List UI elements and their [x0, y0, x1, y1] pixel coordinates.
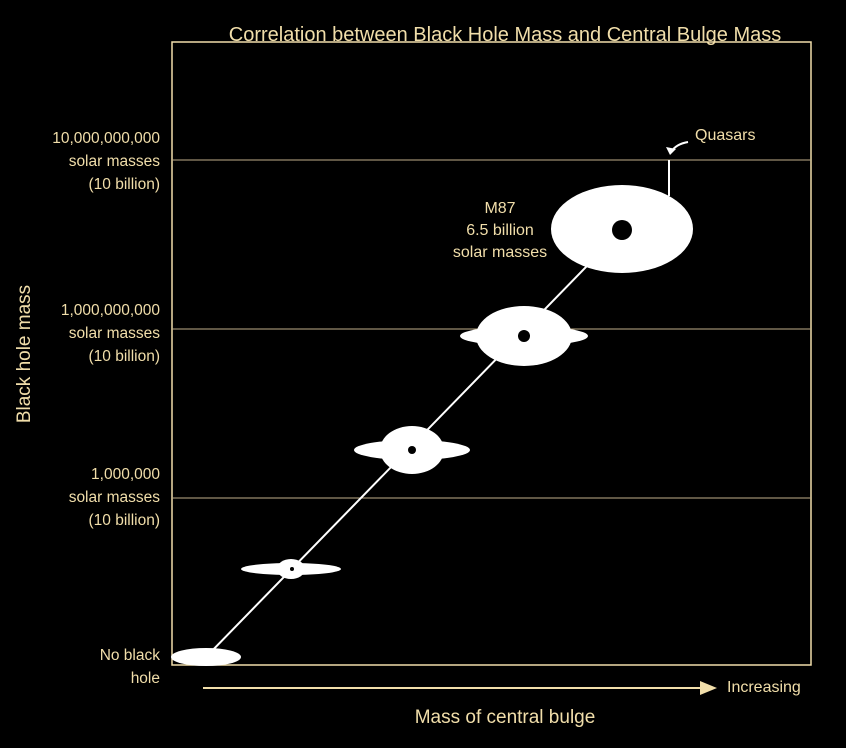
y-tick-unit: solar masses	[68, 325, 160, 342]
y-tick-value: 10,000,000,000	[52, 130, 160, 147]
y-tick-value: No black	[99, 647, 160, 664]
m87-label: M87 6.5 billion solar masses	[430, 198, 570, 264]
y-tick-unit: solar masses	[68, 153, 160, 170]
y-tick-note: (10 billion)	[88, 176, 160, 193]
m87-mass: 6.5 billion	[466, 222, 534, 239]
m87-unit: solar masses	[452, 244, 548, 261]
galaxy-no-black-hole	[171, 648, 241, 666]
galaxy-medium	[354, 426, 470, 474]
x-axis-label: Mass of central bulge	[414, 707, 596, 728]
y-tick-note: (10 billion)	[88, 512, 160, 529]
y-axis-label: Black hole mass	[14, 284, 35, 424]
galaxy-large	[460, 306, 588, 366]
quasars-label: Quasars	[695, 127, 756, 144]
y-tick-value: 1,000,000	[91, 466, 160, 483]
galaxy-m87	[551, 185, 693, 273]
y-tick-1-million: 1,000,000 solar masses (10 billion)	[69, 463, 160, 532]
chart-title: Correlation between Black Hole Mass and …	[228, 24, 782, 46]
x-axis-direction-label: Increasing	[727, 679, 801, 696]
y-tick-unit: hole	[130, 670, 160, 687]
x-axis-arrowhead-icon	[700, 681, 717, 695]
y-tick-1-billion: 1,000,000,000 solar masses (10 billion)	[61, 299, 160, 368]
quasar-arrowhead-icon	[666, 147, 676, 155]
y-tick-unit: solar masses	[68, 489, 160, 506]
y-tick-no-black-hole: No black hole	[100, 644, 160, 690]
y-tick-note: (10 billion)	[88, 348, 160, 365]
black-hole-dot	[290, 567, 294, 571]
galaxy-small	[241, 559, 341, 579]
y-tick-value: 1,000,000,000	[60, 302, 160, 319]
black-hole-dot	[612, 220, 632, 240]
black-hole-dot	[408, 446, 416, 454]
black-hole-dot	[518, 330, 530, 342]
plot-frame	[171, 41, 812, 666]
m87-name: M87	[484, 200, 516, 217]
y-tick-10-billion: 10,000,000,000 solar masses (10 billion)	[52, 127, 160, 196]
